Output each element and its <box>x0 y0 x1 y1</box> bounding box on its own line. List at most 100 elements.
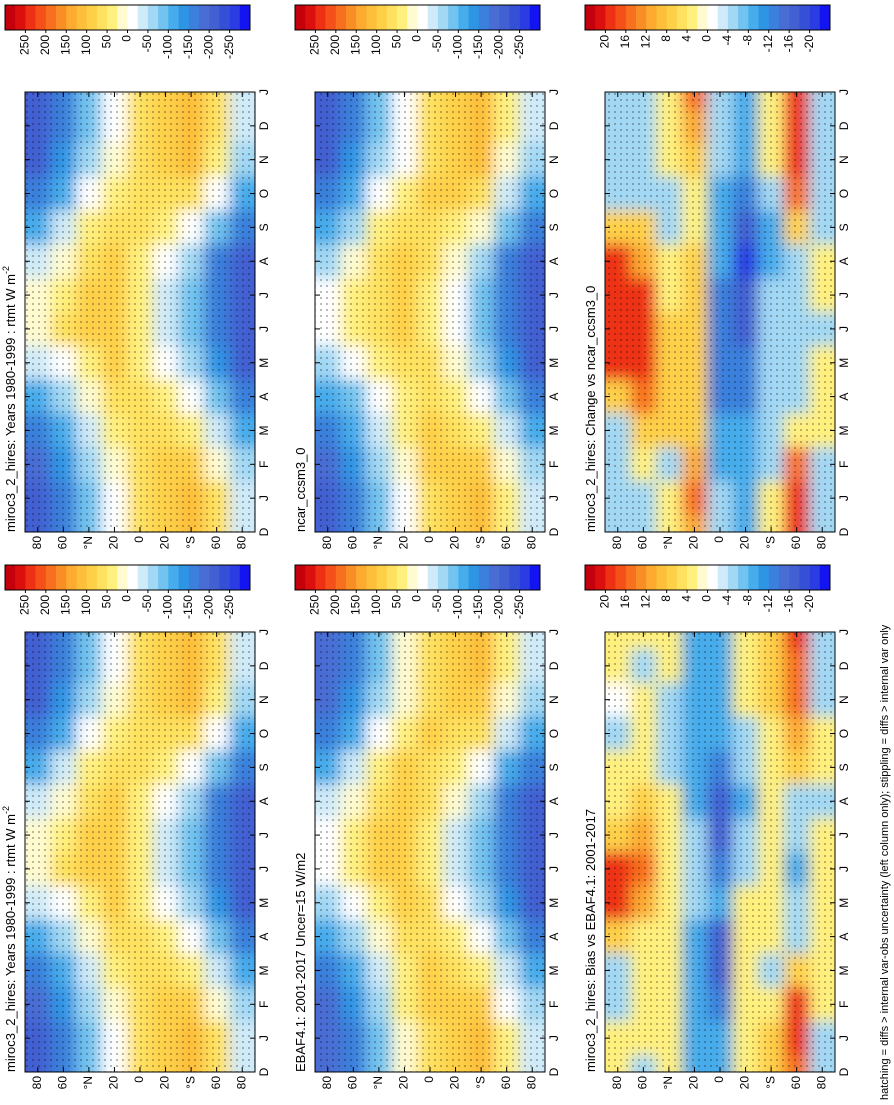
colorbar-swatch <box>799 5 810 30</box>
colorbar-swatch <box>488 5 500 30</box>
colorbar-swatch <box>656 565 667 590</box>
colorbar-swatch <box>738 5 749 30</box>
colorbar: 20 16 12 8 4 0 -4 -8 -12 -16 -20 <box>584 564 831 612</box>
colorbar-swatch <box>529 565 541 590</box>
x-tick-label: A <box>257 933 271 941</box>
title-text: miroc3_2_hires: Bias vs EBAF4.1: 2001-20… <box>583 809 598 1072</box>
x-tick-label: J <box>547 89 561 95</box>
x-tick-label: N <box>837 155 851 164</box>
colorbar-tick-label: -12 <box>761 35 775 53</box>
colorbar-tick-label: -50 <box>430 595 444 613</box>
stippling <box>315 92 545 532</box>
y-tick-label: °S <box>183 536 197 549</box>
x-tick-label: J <box>257 629 271 635</box>
colorbar-tick-label: 16 <box>618 595 632 609</box>
title-text: EBAF4.1: 2001-2017 Uncer=15 W/m2 <box>293 853 308 1072</box>
y-tick-label: °N <box>661 536 675 549</box>
colorbar-swatch <box>188 565 200 590</box>
x-tick-label: F <box>837 461 851 468</box>
colorbar-swatch <box>809 5 821 30</box>
colorbar-tick-label: -200 <box>201 35 215 59</box>
x-tick-label: J <box>837 1035 851 1041</box>
colorbar-swatch <box>636 5 647 30</box>
colorbar-swatch <box>809 565 821 590</box>
panel-title: miroc3_2_hires: Change vs ncar_ccsm3_0 <box>583 286 598 532</box>
colorbar-swatch <box>448 5 459 30</box>
colorbar-swatch <box>219 565 230 590</box>
colorbar-swatch <box>168 5 179 30</box>
x-tick-label: O <box>257 189 271 198</box>
y-tick-label: 80 <box>814 1076 828 1090</box>
colorbar-swatch <box>448 565 459 590</box>
colorbar-swatch <box>697 5 708 30</box>
x-tick-label: N <box>257 695 271 704</box>
x-tick-label: M <box>837 965 851 975</box>
colorbar-swatch <box>376 5 388 30</box>
colorbar-swatch <box>407 565 418 590</box>
x-tick-label: J <box>257 832 271 838</box>
x-tick-label: J <box>547 629 561 635</box>
x-tick-label: A <box>837 257 851 265</box>
x-tick-label: F <box>837 1001 851 1008</box>
y-tick-label: 0 <box>422 536 436 543</box>
colorbar-swatch <box>509 5 520 30</box>
panel-title: miroc3_2_hires: Years 1980-1999 : rtmt W… <box>1 806 18 1072</box>
x-tick-label: D <box>257 121 271 130</box>
colorbar-tick-label: 100 <box>79 595 93 615</box>
colorbar-tick-label: 20 <box>598 595 612 609</box>
colorbar-swatch <box>198 5 210 30</box>
colorbar-swatch <box>748 5 759 30</box>
colorbar-tick-label: 100 <box>369 35 383 55</box>
y-tick-label: 60 <box>56 536 70 550</box>
x-tick-label: J <box>837 89 851 95</box>
colorbar-swatch <box>219 5 230 30</box>
colorbar-swatch <box>605 565 616 590</box>
y-tick-label: 80 <box>234 536 248 550</box>
colorbar-swatch <box>478 5 490 30</box>
colorbar-tick-label: -50 <box>140 595 154 613</box>
colorbar-swatch <box>315 565 326 590</box>
x-tick-label: N <box>547 695 561 704</box>
x-tick-label: J <box>837 292 851 298</box>
colorbar-tick-label: 8 <box>659 595 673 602</box>
colorbar-tick-label: -250 <box>222 595 236 619</box>
colorbar: 20 16 12 8 4 0 -4 -8 -12 -16 -20 <box>584 4 831 53</box>
x-tick-label: J <box>257 495 271 501</box>
x-tick-label: J <box>837 495 851 501</box>
colorbar-swatch <box>397 565 408 590</box>
x-tick-label: M <box>257 898 271 908</box>
colorbar-swatch <box>727 565 739 590</box>
colorbar-swatch <box>66 565 77 590</box>
y-tick-label: 0 <box>712 536 726 543</box>
y-tick-label: °S <box>763 1076 777 1089</box>
colorbar-swatch <box>625 5 637 30</box>
colorbar-swatch <box>137 565 149 590</box>
x-tick-label: M <box>547 965 561 975</box>
colorbar-tick-label: 150 <box>348 35 362 55</box>
colorbar-swatch <box>305 565 316 590</box>
colorbar-tick-label: 4 <box>679 35 693 42</box>
colorbar-swatch <box>509 565 520 590</box>
colorbar-tick-label: -150 <box>181 35 195 59</box>
y-tick-label: 20 <box>687 536 701 550</box>
x-tick-label: M <box>257 965 271 975</box>
colorbar-swatch <box>595 565 606 590</box>
x-tick-label: J <box>547 832 561 838</box>
colorbar-swatch <box>615 5 627 30</box>
colorbar-swatch <box>158 5 169 30</box>
colorbar-swatch <box>687 5 698 30</box>
x-tick-label: M <box>837 898 851 908</box>
colorbar-swatch <box>56 5 67 30</box>
colorbar-swatch <box>168 565 179 590</box>
colorbar-tick-label: 50 <box>389 595 403 609</box>
colorbar-swatch <box>96 5 108 30</box>
colorbar-swatch <box>427 565 439 590</box>
x-tick-label: J <box>547 326 561 332</box>
colorbar-swatch <box>397 5 408 30</box>
colorbar-swatch <box>356 565 367 590</box>
colorbar-tick-label: -8 <box>741 595 755 606</box>
colorbar-tick-label: 0 <box>410 595 424 602</box>
colorbar-tick-label: -150 <box>181 595 195 619</box>
colorbar-swatch <box>697 565 708 590</box>
y-tick-label: 60 <box>209 536 223 550</box>
